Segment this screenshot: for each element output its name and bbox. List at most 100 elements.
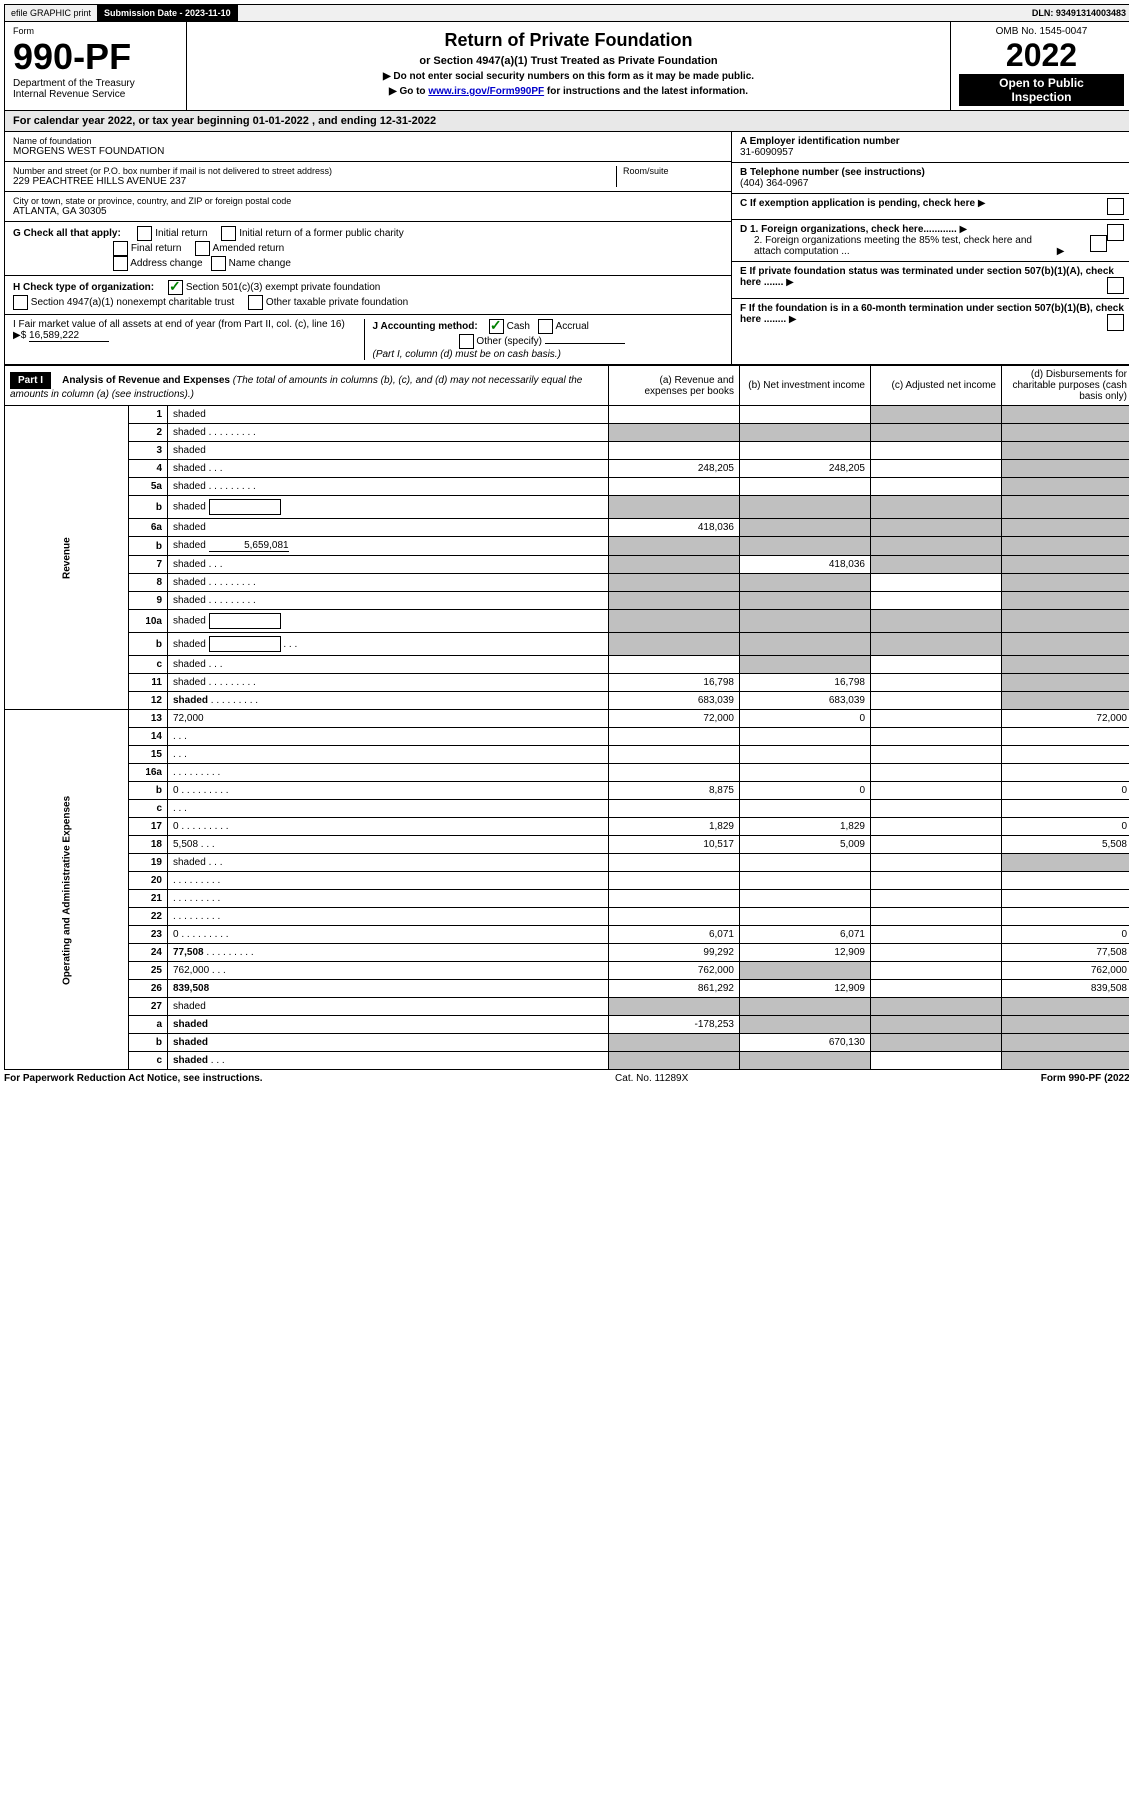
cell-b xyxy=(740,496,871,519)
c-checkbox[interactable] xyxy=(1107,198,1124,215)
title-box: Return of Private Foundation or Section … xyxy=(187,22,951,110)
cell-d: 77,508 xyxy=(1002,944,1129,962)
cell-c xyxy=(871,944,1002,962)
h-block: H Check type of organization: Section 50… xyxy=(5,276,731,315)
row-number: 22 xyxy=(129,908,168,926)
part1-table: Part I Analysis of Revenue and Expenses … xyxy=(4,365,1129,1070)
tax-year: 2022 xyxy=(959,37,1124,74)
row-number: 23 xyxy=(129,926,168,944)
row-number: b xyxy=(129,537,168,556)
cell-c xyxy=(871,926,1002,944)
c-cell: C If exemption application is pending, c… xyxy=(732,194,1129,220)
cell-b: 1,829 xyxy=(740,818,871,836)
cell-c xyxy=(871,980,1002,998)
cell-a xyxy=(609,478,740,496)
cell-d xyxy=(1002,800,1129,818)
i-label: I Fair market value of all assets at end… xyxy=(13,319,345,330)
cell-c xyxy=(871,406,1002,424)
dept: Department of the Treasury xyxy=(13,78,178,89)
cell-c xyxy=(871,818,1002,836)
cell-c xyxy=(871,424,1002,442)
initial-return-checkbox[interactable] xyxy=(137,226,152,241)
f-checkbox[interactable] xyxy=(1107,314,1124,331)
cell-c xyxy=(871,460,1002,478)
e-cell: E If private foundation status was termi… xyxy=(732,262,1129,299)
form-ref: Form 990-PF (2022) xyxy=(1041,1073,1129,1084)
cell-b xyxy=(740,872,871,890)
final-return-checkbox[interactable] xyxy=(113,241,128,256)
cell-b: 12,909 xyxy=(740,944,871,962)
revenue-label: Revenue xyxy=(5,406,129,710)
row-desc xyxy=(168,764,609,782)
row-number: 1 xyxy=(129,406,168,424)
row-desc xyxy=(168,800,609,818)
form-link[interactable]: www.irs.gov/Form990PF xyxy=(428,86,544,97)
amended-return-checkbox[interactable] xyxy=(195,241,210,256)
phone: (404) 364-0967 xyxy=(740,178,808,189)
table-row: 21 xyxy=(5,890,1129,908)
cell-c xyxy=(871,537,1002,556)
cell-c xyxy=(871,1016,1002,1034)
row-desc: shaded xyxy=(168,556,609,574)
cell-d xyxy=(1002,610,1129,633)
cash-checkbox[interactable] xyxy=(489,319,504,334)
table-row: 2306,0716,0710 xyxy=(5,926,1129,944)
row-number: 14 xyxy=(129,728,168,746)
table-row: 3shaded xyxy=(5,442,1129,460)
cell-a xyxy=(609,728,740,746)
address-change-checkbox[interactable] xyxy=(113,256,128,271)
row-desc xyxy=(168,908,609,926)
e-checkbox[interactable] xyxy=(1107,277,1124,294)
info-right: A Employer identification number 31-6090… xyxy=(731,132,1129,364)
table-row: Revenue1shaded xyxy=(5,406,1129,424)
cell-d xyxy=(1002,424,1129,442)
info-left: Name of foundation MORGENS WEST FOUNDATI… xyxy=(5,132,731,364)
d1-checkbox[interactable] xyxy=(1107,224,1124,241)
table-row: 15 xyxy=(5,746,1129,764)
row-desc: shaded xyxy=(168,496,609,519)
col-b-header: (b) Net investment income xyxy=(740,366,871,406)
table-row: 7shaded418,036 xyxy=(5,556,1129,574)
cell-d xyxy=(1002,1034,1129,1052)
cell-c xyxy=(871,998,1002,1016)
table-row: bshaded xyxy=(5,496,1129,519)
cell-c xyxy=(871,782,1002,800)
g-block: G Check all that apply: Initial return I… xyxy=(5,222,731,276)
form-number: 990-PF xyxy=(13,36,178,78)
name-change-checkbox[interactable] xyxy=(211,256,226,271)
cell-a: 72,000 xyxy=(609,710,740,728)
opt-501c3: Section 501(c)(3) exempt private foundat… xyxy=(186,282,381,293)
4947-checkbox[interactable] xyxy=(13,295,28,310)
j-label: J Accounting method: xyxy=(373,321,478,332)
open-label: Open to Public xyxy=(999,76,1084,90)
row-desc: shaded xyxy=(168,610,609,633)
other-specify xyxy=(545,343,625,344)
footer: For Paperwork Reduction Act Notice, see … xyxy=(4,1070,1129,1087)
cell-b xyxy=(740,574,871,592)
row-desc: shaded xyxy=(168,674,609,692)
cell-a xyxy=(609,908,740,926)
cell-d xyxy=(1002,872,1129,890)
cell-c xyxy=(871,633,1002,656)
opt-initial: Initial return xyxy=(155,228,207,239)
d2-checkbox[interactable] xyxy=(1090,235,1107,252)
row-desc: shaded xyxy=(168,1052,609,1070)
cell-c xyxy=(871,674,1002,692)
part1-header-row: Part I Analysis of Revenue and Expenses … xyxy=(5,366,1129,406)
accrual-checkbox[interactable] xyxy=(538,319,553,334)
row-number: 21 xyxy=(129,890,168,908)
row-number: b xyxy=(129,496,168,519)
city-cell: City or town, state or province, country… xyxy=(5,192,731,222)
initial-former-checkbox[interactable] xyxy=(221,226,236,241)
cell-a xyxy=(609,633,740,656)
other-method-checkbox[interactable] xyxy=(459,334,474,349)
cell-a xyxy=(609,746,740,764)
cell-b xyxy=(740,998,871,1016)
cell-d: 839,508 xyxy=(1002,980,1129,998)
name-label: Name of foundation xyxy=(13,136,723,146)
form-number-box: Form 990-PF Department of the Treasury I… xyxy=(5,22,187,110)
other-taxable-checkbox[interactable] xyxy=(248,295,263,310)
501c3-checkbox[interactable] xyxy=(168,280,183,295)
cell-a: 418,036 xyxy=(609,519,740,537)
instr2-pre: ▶ Go to xyxy=(389,86,428,97)
